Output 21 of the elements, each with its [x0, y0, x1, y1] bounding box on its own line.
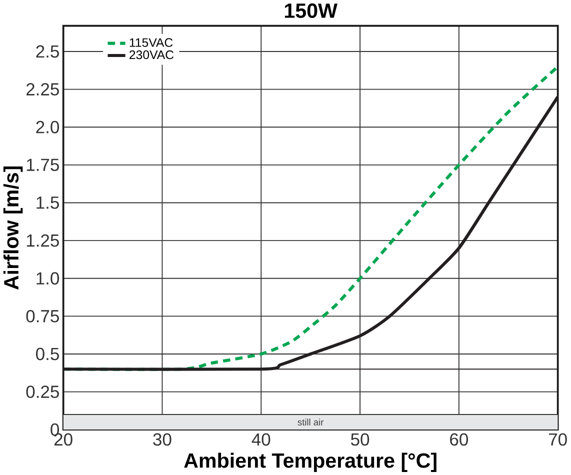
y-tick-label: 2.0 — [36, 120, 60, 134]
y-tick-label: 0.5 — [36, 348, 59, 360]
legend-label: 115VAC — [130, 38, 173, 47]
y-tick-label: 1.0 — [36, 272, 60, 284]
band-label: still air — [298, 418, 324, 426]
y-tick-label: 1.25 — [26, 234, 59, 247]
y-tick-label: 0.25 — [26, 385, 59, 398]
x-axis-title: Ambient Temperature [°C] — [184, 452, 436, 472]
legend-label: 230VAC — [130, 50, 174, 59]
x-tick-label: 50 — [350, 433, 370, 446]
chart-title: 150W — [284, 3, 338, 18]
x-tick-label: 30 — [153, 433, 172, 446]
y-tick-label: 1.75 — [26, 158, 59, 171]
x-tick-label: 60 — [450, 433, 468, 446]
x-tick-label: 70 — [548, 433, 567, 446]
y-tick-label: 2.5 — [36, 45, 59, 58]
y-tick-label: 1.5 — [36, 196, 59, 209]
x-tick-label: 40 — [252, 433, 270, 446]
y-tick-label: 0.75 — [26, 310, 59, 322]
y-tick-label: 2.25 — [26, 82, 59, 96]
y-axis-title: Airflow [m/s] — [3, 166, 23, 290]
